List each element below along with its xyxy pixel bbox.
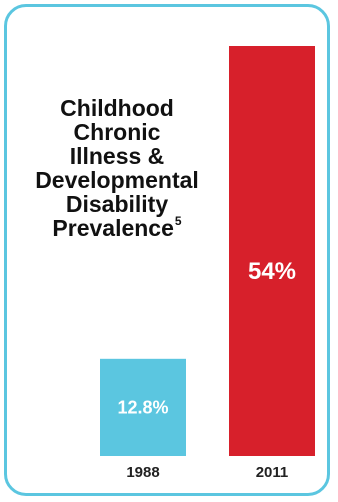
title-line: Chronic <box>73 119 161 145</box>
title-line: Childhood <box>60 95 174 121</box>
data-label-2011: 54% <box>248 258 296 285</box>
data-label-1988: 12.8% <box>117 397 168 417</box>
title-line-text: Prevalence <box>52 215 174 241</box>
title-line: Illness & <box>69 143 165 169</box>
chart-title: Childhood Chronic Illness & Developmenta… <box>22 96 212 240</box>
bar-2011 <box>229 46 315 456</box>
footnote-marker: 5 <box>174 214 182 229</box>
title-line-with-footnote: Prevalence5 <box>22 214 212 241</box>
title-line: Developmental <box>35 167 199 193</box>
x-tick-label-1988: 1988 <box>126 464 159 481</box>
title-line: Disability <box>65 191 169 217</box>
x-tick-label-2011: 2011 <box>256 464 289 481</box>
bar-1988 <box>100 358 186 456</box>
